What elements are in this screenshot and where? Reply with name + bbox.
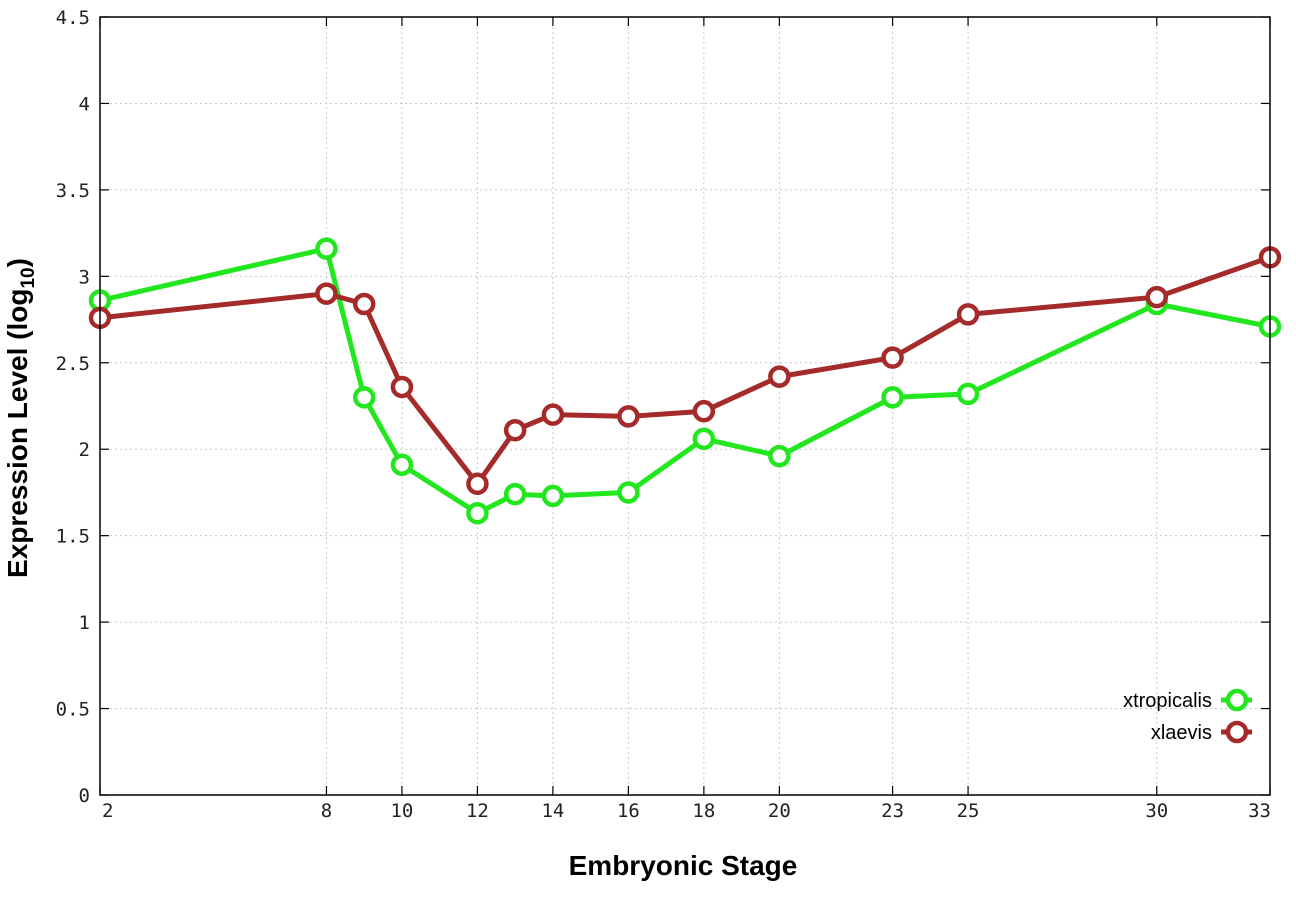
y-tick-label: 2 <box>79 439 90 461</box>
data-point-xtropicalis <box>768 444 791 468</box>
data-point-xtropicalis <box>466 501 489 525</box>
x-tick-label: 30 <box>1145 800 1168 822</box>
data-point-xtropicalis <box>390 453 414 477</box>
y-tick-label: 0.5 <box>56 699 90 721</box>
y-tick-label: 2.5 <box>56 353 90 375</box>
series-group <box>88 237 1282 525</box>
x-tick-label: 8 <box>321 800 332 822</box>
data-point-xlaevis <box>390 375 414 399</box>
x-tick-label: 23 <box>881 800 904 822</box>
y-axis-title-main: Expression Level (log <box>2 289 33 578</box>
y-tick-label: 0 <box>79 785 90 807</box>
data-point-xtropicalis <box>352 386 376 409</box>
y-axis-title-subscript: 10 <box>18 267 39 288</box>
x-axis-title: Embryonic Stage <box>569 850 798 881</box>
x-tick-label: 25 <box>957 800 980 822</box>
legend-label-xtropicalis: xtropicalis <box>1123 690 1212 712</box>
x-tick-label: 12 <box>466 800 489 822</box>
legend-label-xlaevis: xlaevis <box>1151 722 1212 744</box>
x-tick-label: 33 <box>1248 800 1271 822</box>
y-axis-title-close: ) <box>2 258 33 267</box>
data-point-xlaevis <box>768 365 791 388</box>
data-point-xtropicalis <box>956 382 980 406</box>
y-tick-label: 4 <box>79 93 90 115</box>
data-point-xlaevis <box>315 282 338 305</box>
data-point-xtropicalis <box>541 484 565 508</box>
y-tick-label: 3.5 <box>56 180 90 202</box>
y-tick-label: 1 <box>79 612 90 634</box>
legend-swatch-marker-xtropicalis <box>1225 688 1249 712</box>
y-tick-label: 1.5 <box>56 526 90 548</box>
data-point-xlaevis <box>881 346 904 369</box>
x-tick-label: 10 <box>390 800 413 822</box>
data-point-xlaevis <box>541 403 565 426</box>
data-point-xtropicalis <box>881 386 904 409</box>
y-tick-label: 3 <box>79 266 90 288</box>
data-point-xtropicalis <box>315 237 338 260</box>
series-line-xlaevis <box>97 254 1273 487</box>
legend: xtropicalis xlaevis <box>1123 688 1252 744</box>
data-point-xtropicalis <box>692 427 716 451</box>
data-point-xlaevis <box>956 303 980 326</box>
data-point-xlaevis <box>503 418 527 442</box>
x-tick-label: 18 <box>692 800 715 822</box>
x-tick-label: 14 <box>541 800 564 822</box>
plot-frame <box>99 16 1271 796</box>
x-tick-label: 20 <box>768 800 791 822</box>
x-tick-label: 16 <box>617 800 640 822</box>
grid-lines <box>100 17 1270 795</box>
y-tick-label: 4.5 <box>56 7 90 29</box>
series-line-xtropicalis <box>97 246 1273 516</box>
x-tick-label: 2 <box>102 800 113 822</box>
legend-swatch-marker-xlaevis <box>1225 720 1249 744</box>
y-axis-title: Expression Level (log10) <box>2 258 39 578</box>
tick-labels: 0 0.5 1 1.5 2 2.5 3 3.5 4 4.5 2 8 10 12 14 16 18 20 23 25 30… <box>56 7 1271 822</box>
data-point-xlaevis <box>1145 285 1169 309</box>
data-point-xtropicalis <box>617 481 640 504</box>
axis-ticks <box>99 16 1271 796</box>
data-point-xtropicalis <box>503 482 527 506</box>
data-point-xlaevis <box>466 472 489 496</box>
data-point-xlaevis <box>352 292 376 316</box>
data-point-xlaevis <box>617 405 640 428</box>
data-point-xlaevis <box>692 399 716 423</box>
